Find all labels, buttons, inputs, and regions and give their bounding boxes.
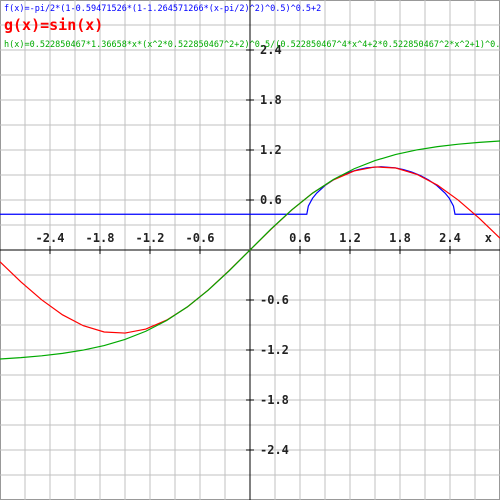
x-tick-label: -0.6 <box>186 231 215 245</box>
x-tick-label: 1.8 <box>389 231 411 245</box>
x-tick-label: 0.6 <box>289 231 311 245</box>
curve <box>0 140 500 360</box>
legend-entry: h(x)=0.522850467*1.36658*x*(x^2*0.522850… <box>4 40 500 50</box>
labels: -2.4 -1.8 -1.2 -0.6 0.6 1.2 1.8 2.4 -2.4 -1.8 -1.2… <box>4 4 500 457</box>
y-tick-label: -0.6 <box>260 293 289 307</box>
y-tick-label: -1.2 <box>260 343 289 357</box>
x-tick-label: -1.8 <box>86 231 115 245</box>
x-tick-label: 1.2 <box>339 231 361 245</box>
y-tick-label: 1.2 <box>260 143 282 157</box>
x-tick-label: -2.4 <box>36 231 65 245</box>
curves <box>0 140 500 360</box>
y-tick-label: 0.6 <box>260 193 282 207</box>
legend-entry: g(x)=sin(x) <box>4 16 103 34</box>
legend-entry: f(x)=-pi/2*(1-0.59471526*(1-1.264571266*… <box>4 4 321 14</box>
y-tick-label: 1.8 <box>260 93 282 107</box>
y-tick-label: -1.8 <box>260 393 289 407</box>
x-tick-label: -1.2 <box>136 231 165 245</box>
y-tick-label: -2.4 <box>260 443 289 457</box>
y-tick-label: 2.4 <box>260 43 282 57</box>
x-tick-label: 2.4 <box>439 231 461 245</box>
x-axis-label: x <box>485 231 492 245</box>
